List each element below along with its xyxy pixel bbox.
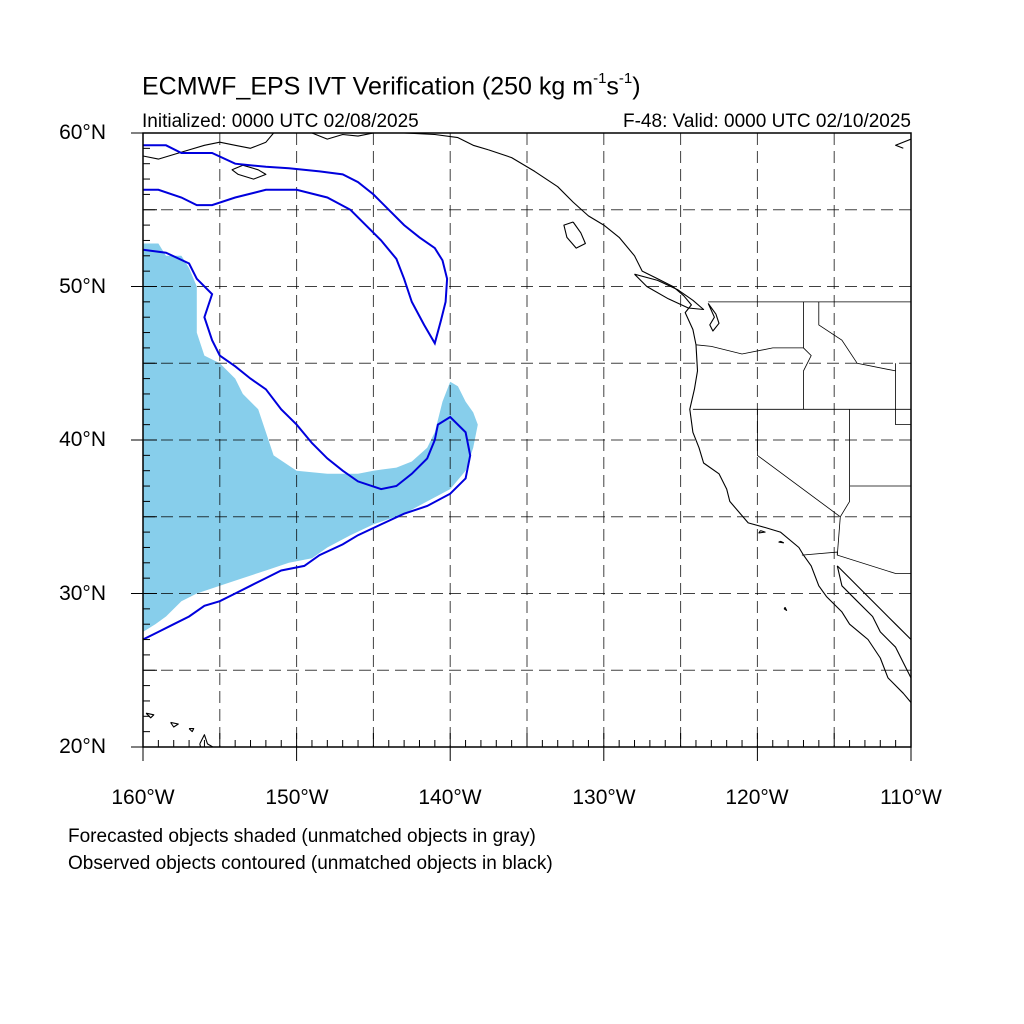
forecast-object: [143, 243, 478, 632]
coastline-3: [895, 138, 911, 149]
lat-label-20: 20°N: [59, 735, 106, 758]
lon-label-130w: 130°W: [572, 786, 636, 809]
lon-label-110w: 110°W: [880, 786, 942, 809]
coastline-6: [311, 133, 374, 140]
coastline-2: [836, 565, 911, 640]
coastline-8: [231, 164, 267, 180]
coastline-18: [783, 607, 788, 611]
coastline-14: [170, 721, 179, 728]
lon-label-160w: 160°W: [111, 786, 175, 809]
coastline-1: [836, 565, 911, 679]
coastline-10: [634, 273, 705, 311]
lon-label-150w: 150°W: [265, 786, 329, 809]
gridlines-layer: [143, 133, 911, 747]
chart-title: ECMWF_EPS IVT Verification (250 kg m-1s-…: [142, 70, 641, 101]
political-border-9: [801, 551, 911, 574]
political-border-4: [695, 344, 804, 355]
lon-label-120w: 120°W: [725, 786, 789, 809]
political-border-10: [836, 516, 841, 556]
political-border-2: [757, 409, 841, 518]
valid-time-label: F-48: Valid: 0000 UTC 02/10/2025: [623, 111, 911, 132]
political-border-5: [818, 301, 896, 372]
tick-marks: [131, 132, 912, 761]
coastline-5: [219, 133, 275, 149]
coastline-layer: [143, 133, 911, 747]
initialized-label: Initialized: 0000 UTC 02/08/2025: [142, 111, 419, 132]
coastline-7: [404, 133, 489, 151]
coastline-12: [199, 734, 215, 747]
lat-label-50: 50°N: [59, 275, 106, 298]
observed-objects-layer: [143, 144, 472, 641]
coastline-11: [707, 303, 720, 332]
observed-note: Observed objects contoured (unmatched ob…: [68, 853, 553, 874]
coastline-0: [488, 149, 911, 703]
political-border-3: [803, 301, 812, 410]
forecast-note: Forecasted objects shaded (unmatched obj…: [68, 826, 536, 847]
coastline-16: [758, 530, 766, 534]
observed-object-0: [143, 248, 472, 641]
coastline-17: [778, 540, 785, 544]
lon-label-140w: 140°W: [418, 786, 482, 809]
lat-label-40: 40°N: [59, 428, 106, 451]
observed-object-1: [143, 144, 449, 346]
coastline-13: [188, 728, 195, 733]
lat-label-30: 30°N: [59, 582, 106, 605]
political-border-6: [839, 409, 850, 518]
political-border-8: [895, 363, 911, 426]
forecast-objects-layer: [143, 243, 478, 632]
coastline-15: [145, 712, 155, 719]
coastline-9: [563, 221, 586, 249]
lat-label-60: 60°N: [59, 121, 106, 144]
